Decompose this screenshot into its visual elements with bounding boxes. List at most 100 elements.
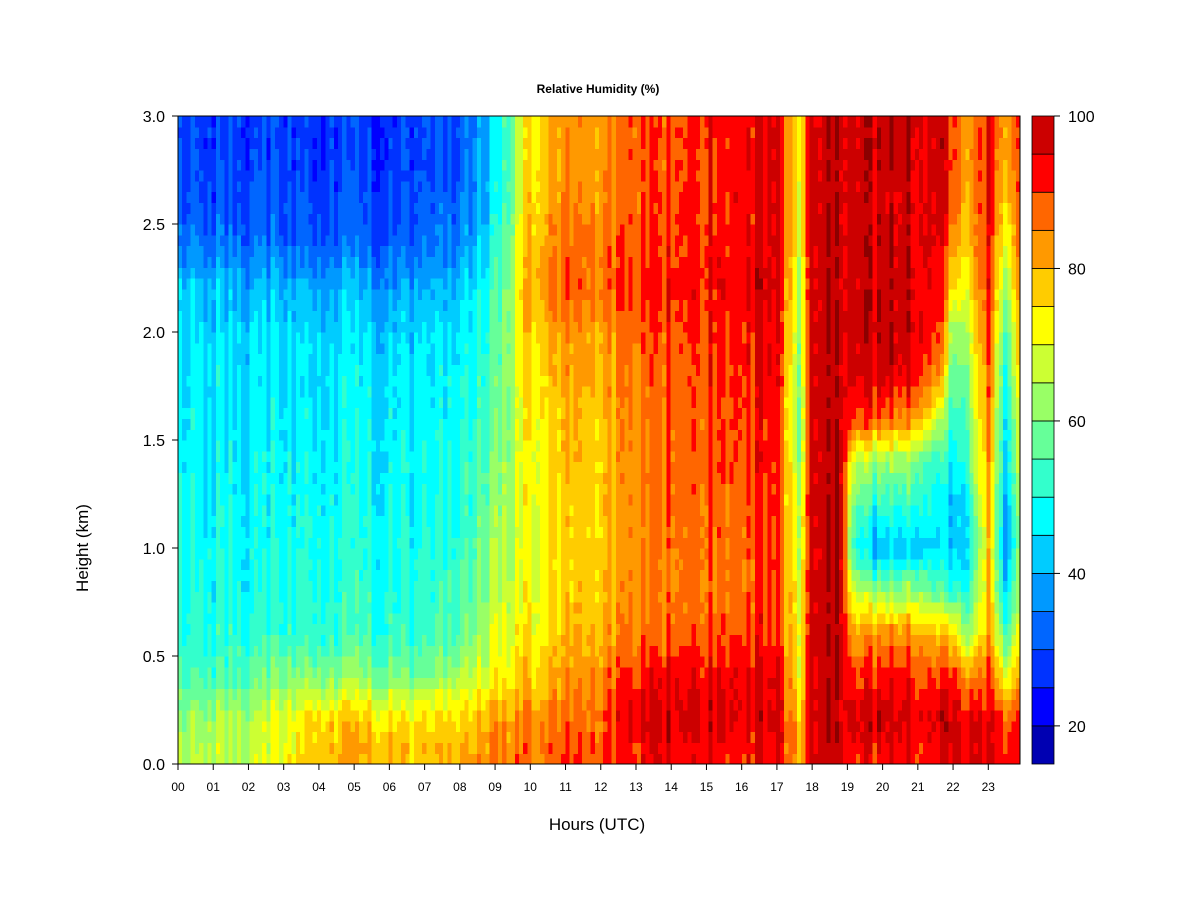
heatmap-cell xyxy=(476,364,482,376)
heatmap-cell xyxy=(346,526,352,538)
heatmap-cell xyxy=(422,666,427,679)
heatmap-cell xyxy=(519,429,524,441)
heatmap-cell xyxy=(215,753,221,765)
heatmap-cell xyxy=(422,267,427,279)
heatmap-cell xyxy=(392,645,398,657)
heatmap-cell xyxy=(253,213,259,225)
heatmap-cell xyxy=(514,159,520,171)
heatmap-cell xyxy=(346,202,352,214)
heatmap-cell xyxy=(409,180,415,193)
heatmap-cell xyxy=(350,224,356,236)
heatmap-cell xyxy=(443,321,449,333)
heatmap-cell xyxy=(346,699,352,711)
heatmap-cell xyxy=(207,710,213,722)
heatmap-cell xyxy=(375,526,381,538)
heatmap-cell xyxy=(295,213,301,225)
heatmap-cell xyxy=(249,623,255,635)
heatmap-cell xyxy=(270,267,276,279)
heatmap-cell xyxy=(236,720,242,733)
heatmap-cell xyxy=(241,353,246,365)
heatmap-cell xyxy=(329,170,335,182)
heatmap-cell xyxy=(489,148,495,160)
heatmap-cell xyxy=(413,299,419,311)
heatmap-cell xyxy=(405,558,411,571)
heatmap-cell xyxy=(228,602,234,614)
heatmap-cell xyxy=(455,299,461,311)
heatmap-cell xyxy=(451,288,457,301)
heatmap-cell xyxy=(266,504,272,517)
heatmap-cell xyxy=(270,720,276,733)
heatmap-cell xyxy=(283,634,289,646)
heatmap-cell xyxy=(321,483,326,495)
heatmap-cell xyxy=(422,137,427,149)
heatmap-cell xyxy=(417,623,423,635)
heatmap-cell xyxy=(401,202,406,214)
heatmap-cell xyxy=(422,688,427,700)
heatmap-cell xyxy=(215,353,221,365)
heatmap-cell xyxy=(312,310,318,322)
heatmap-cell xyxy=(287,256,293,268)
heatmap-cell xyxy=(476,288,482,301)
heatmap-cell xyxy=(380,267,385,279)
heatmap-cell xyxy=(228,364,234,376)
heatmap-cell xyxy=(375,666,381,679)
heatmap-cell xyxy=(527,688,533,700)
heatmap-cell xyxy=(519,623,524,635)
heatmap-cell xyxy=(417,753,423,765)
heatmap-cell xyxy=(451,677,457,689)
heatmap-cell xyxy=(279,418,284,430)
heatmap-cell xyxy=(489,256,495,268)
heatmap-cell xyxy=(291,742,297,754)
heatmap-cell xyxy=(502,429,507,441)
heatmap-cell xyxy=(464,332,470,344)
heatmap-cell xyxy=(295,375,301,387)
heatmap-cell xyxy=(460,537,465,549)
heatmap-cell xyxy=(380,504,385,517)
heatmap-cell xyxy=(354,483,360,495)
heatmap-cell xyxy=(287,666,293,679)
heatmap-cell xyxy=(346,224,352,236)
heatmap-cell xyxy=(190,591,196,603)
heatmap-cell xyxy=(510,256,516,268)
heatmap-cell xyxy=(413,591,419,603)
heatmap-cell xyxy=(337,656,343,668)
heatmap-cell xyxy=(182,483,188,495)
heatmap-cell xyxy=(211,483,217,495)
heatmap-cell xyxy=(380,396,385,409)
heatmap-cell xyxy=(371,116,377,128)
heatmap-cell xyxy=(464,245,470,257)
heatmap-cell xyxy=(178,299,183,311)
heatmap-cell xyxy=(245,558,251,571)
heatmap-cell xyxy=(308,537,314,549)
heatmap-cell xyxy=(447,699,453,711)
heatmap-cell xyxy=(203,645,209,657)
heatmap-cell xyxy=(249,418,255,430)
heatmap-cell xyxy=(388,720,394,733)
heatmap-cell xyxy=(510,504,516,517)
heatmap-cell xyxy=(253,137,259,149)
heatmap-cell xyxy=(300,299,305,311)
heatmap-cell xyxy=(447,342,453,355)
heatmap-cell xyxy=(401,450,406,463)
heatmap-cell xyxy=(245,310,251,322)
heatmap-cell xyxy=(523,515,529,527)
heatmap-cell xyxy=(203,116,209,128)
heatmap-cell xyxy=(506,666,512,679)
heatmap-cell xyxy=(493,256,499,268)
heatmap-cell xyxy=(350,515,356,527)
heatmap-cell xyxy=(413,623,419,635)
heatmap-cell xyxy=(485,731,491,743)
heatmap-cell xyxy=(333,202,339,214)
heatmap-cell xyxy=(182,612,188,625)
heatmap-cell xyxy=(182,742,188,754)
heatmap-cell xyxy=(363,159,369,171)
heatmap-cell xyxy=(523,677,529,689)
heatmap-cell xyxy=(279,256,284,268)
heatmap-cell xyxy=(207,515,213,527)
heatmap-cell xyxy=(245,213,251,225)
heatmap-cell xyxy=(405,731,411,743)
heatmap-cell xyxy=(413,537,419,549)
heatmap-cell xyxy=(489,191,495,203)
heatmap-cell xyxy=(236,332,242,344)
heatmap-cell xyxy=(506,342,512,355)
